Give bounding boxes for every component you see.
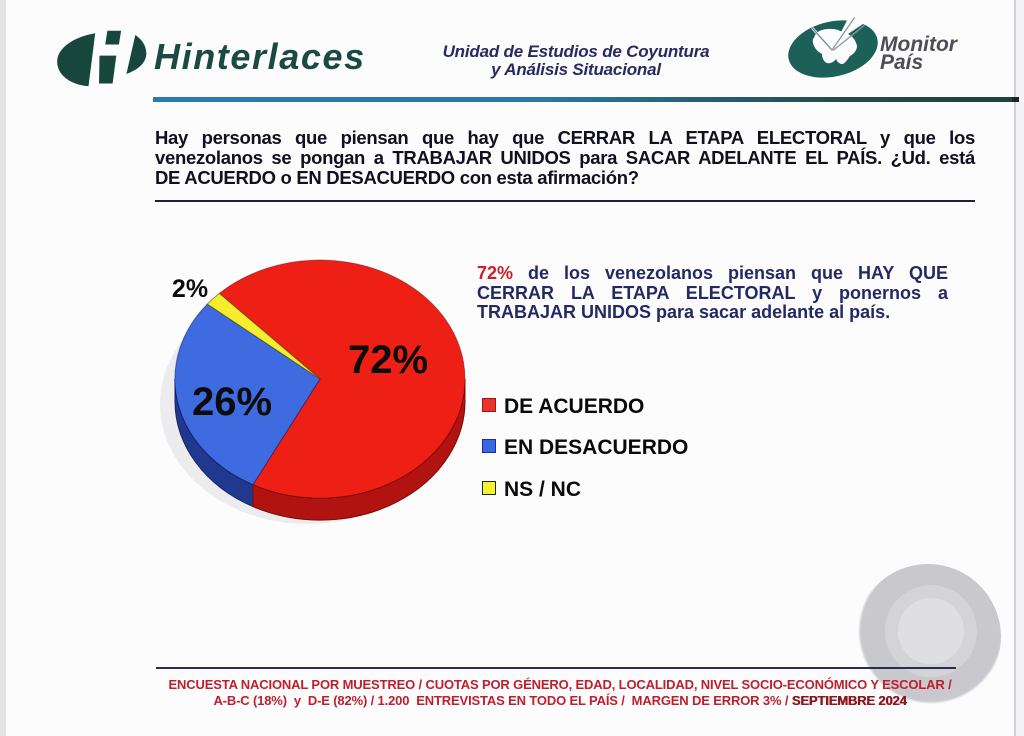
svg-text:72%: 72% — [348, 338, 428, 382]
svg-text:26%: 26% — [192, 380, 272, 424]
svg-text:2%: 2% — [172, 275, 208, 303]
